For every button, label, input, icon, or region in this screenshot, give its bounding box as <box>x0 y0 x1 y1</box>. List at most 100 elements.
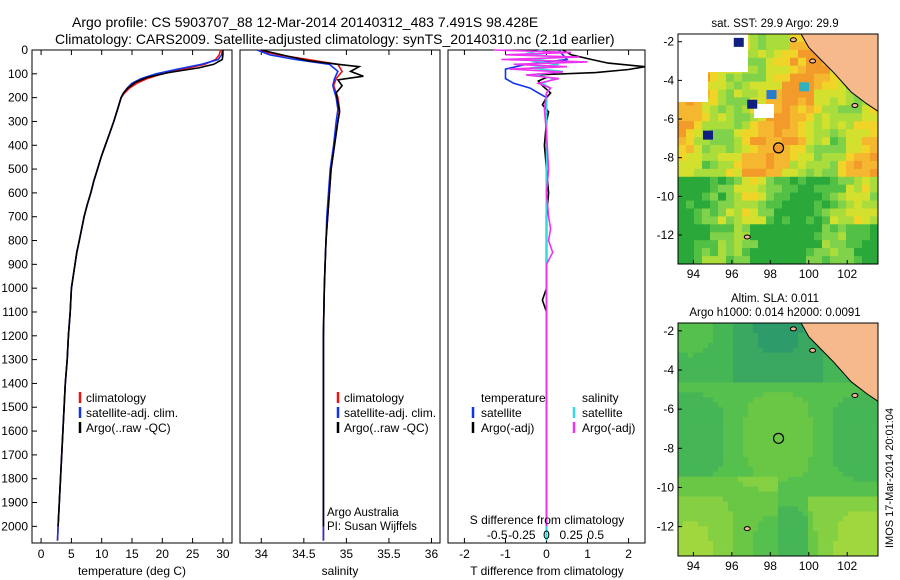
sla-cell <box>693 446 699 453</box>
sst-cell <box>862 200 871 210</box>
sla-cell <box>873 486 879 492</box>
sla-cell <box>843 377 849 383</box>
sst-cell <box>718 97 727 106</box>
sla-cell <box>838 387 844 393</box>
sst-cell <box>814 65 823 75</box>
sla-cell <box>788 471 794 478</box>
sst-cell <box>774 192 783 202</box>
sst-cell <box>686 240 695 249</box>
sla-cell <box>818 422 824 428</box>
sst-cell <box>862 168 871 178</box>
sla-cell <box>768 456 774 463</box>
sst-cell <box>814 200 823 210</box>
map-x-tick-label: 102 <box>837 267 857 281</box>
sla-cell <box>738 412 744 418</box>
sst-cell <box>718 200 727 210</box>
sst-cell <box>758 192 767 202</box>
sla-cell <box>813 516 819 522</box>
sla-cell <box>713 332 719 339</box>
depth-tick-label: 0 <box>21 43 28 57</box>
sla-cell <box>698 466 704 473</box>
sla-cell <box>698 546 704 552</box>
sla-cell <box>778 471 784 478</box>
sla-cell <box>773 536 779 542</box>
sla-cell <box>758 387 764 393</box>
sst-cell <box>734 200 743 210</box>
sla-cell <box>733 461 739 468</box>
sla-cell <box>763 417 769 423</box>
sst-cell <box>806 153 815 162</box>
sla-cell <box>713 516 719 522</box>
sla-cell <box>798 362 804 369</box>
sla-cell <box>823 412 829 418</box>
sla-cell <box>733 501 739 507</box>
sla-cell <box>768 521 774 527</box>
sla-cell <box>703 546 709 552</box>
sst-cell <box>838 129 847 138</box>
sla-cell <box>763 337 769 344</box>
sst-cell <box>758 97 767 106</box>
sla-cell <box>723 402 729 408</box>
sst-cell <box>734 224 743 233</box>
sla-cell <box>798 337 804 344</box>
sst-cell <box>734 232 743 241</box>
sla-cell <box>698 471 704 478</box>
sst-cell <box>750 41 759 51</box>
sst-cell <box>694 232 703 241</box>
sla-cell <box>723 417 729 423</box>
sst-cell <box>838 121 847 130</box>
sla-cell <box>713 501 719 507</box>
sst-cell <box>798 121 807 130</box>
sla-cell <box>793 377 799 383</box>
sla-cell <box>823 402 829 408</box>
sst-cell <box>822 137 831 146</box>
sst-cell <box>758 256 767 265</box>
sst-cell <box>774 240 783 249</box>
sla-cell <box>708 496 714 502</box>
sla-cell <box>868 551 874 557</box>
sst-cell <box>790 200 799 210</box>
sst-cell <box>862 145 871 154</box>
sla-cell <box>798 442 804 448</box>
sla-cell <box>868 442 874 448</box>
sla-cell <box>758 446 764 453</box>
sla-cell <box>873 506 879 512</box>
sla-cell <box>768 342 774 349</box>
sla-cell <box>738 471 744 478</box>
sst-cell <box>814 137 823 146</box>
sla-cell <box>683 427 689 433</box>
sla-cell <box>828 521 834 527</box>
sla-cell <box>813 536 819 542</box>
sla-cell <box>753 511 759 517</box>
sla-cell <box>818 392 824 398</box>
sla-cell <box>683 546 689 552</box>
sla-cell <box>683 422 689 428</box>
sla-cell <box>688 551 694 557</box>
sla-cell <box>703 451 709 458</box>
sla-cell <box>713 372 719 378</box>
sla-cell <box>703 412 709 418</box>
sla-cell <box>828 362 834 369</box>
sst-cell <box>758 232 767 241</box>
sst-cell <box>846 168 855 178</box>
sst-cell <box>782 49 791 59</box>
sla-cell <box>793 412 799 418</box>
sla-cell <box>783 466 789 473</box>
sst-cell <box>822 192 831 202</box>
sla-cell <box>683 486 689 492</box>
sst-cell <box>686 160 695 170</box>
sla-cell <box>863 407 869 413</box>
sla-cell <box>793 352 799 359</box>
sla-cell <box>783 352 789 359</box>
sla-cell <box>778 466 784 473</box>
sst-missing <box>678 72 708 102</box>
sla-cell <box>873 481 879 487</box>
sla-cell <box>743 382 749 388</box>
sla-cell <box>748 516 754 522</box>
sla-cell <box>783 437 789 443</box>
sla-cell <box>863 392 869 398</box>
sst-cell <box>686 145 695 154</box>
sst-cell <box>750 89 759 98</box>
sla-cell <box>783 531 789 537</box>
sla-cell <box>773 352 779 359</box>
